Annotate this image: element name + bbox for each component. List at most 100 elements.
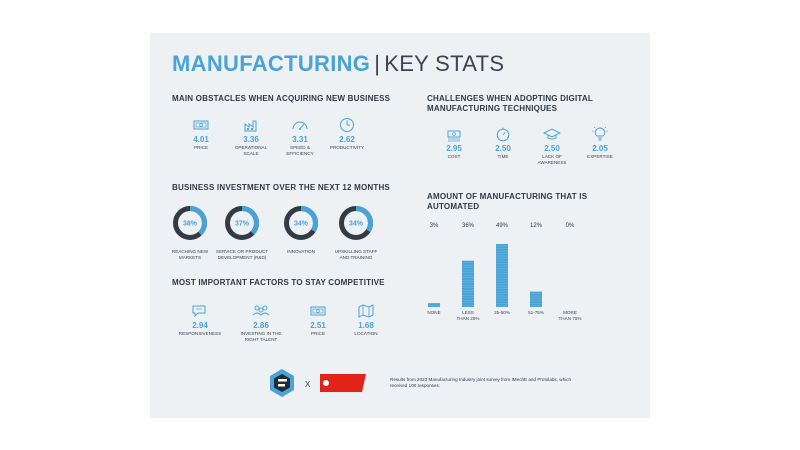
factor-label: PRICE	[310, 331, 326, 336]
obstacle-speed-efficiency: 3.31 SPEED & EFFICIENCY	[270, 117, 330, 157]
automation-bar-chart: 3% NONE 36% LESS THAN 25% 49% 25-50% 12% 51-75% 0…	[420, 219, 590, 327]
factor-value: 2.51	[310, 321, 326, 330]
donut-value: 37%	[235, 221, 250, 228]
donut-value: 34%	[349, 221, 364, 228]
people-icon	[252, 305, 270, 316]
bar-value-label: 3%	[430, 223, 439, 229]
challenge-lack-of-awareness: 2.50 LACK OF AWARENESS	[522, 126, 582, 166]
protolabs-logo	[270, 369, 294, 397]
donut-chart: 37%	[225, 206, 259, 240]
challenge-value: 2.05	[592, 144, 608, 153]
bar-category-label: LESS	[462, 310, 474, 315]
challenge-value: 2.95	[446, 144, 462, 153]
donut-chart: 34%	[284, 206, 318, 240]
obstacle-label: PRODUCTIVITY	[329, 145, 365, 150]
speedometer-icon	[292, 121, 308, 130]
obstacle-price: 4.01 PRICE	[171, 117, 231, 151]
investment-donut: 34% INNOVATION	[275, 205, 327, 255]
factor-right-talent: 2.86 INVESTING IN THE RIGHT TALENT	[231, 303, 291, 343]
imeche-logo	[320, 374, 366, 392]
graduation-cap-icon	[543, 128, 561, 140]
clock-icon	[340, 118, 354, 132]
challenge-time: 2.50 TIME	[473, 126, 533, 160]
factor-value: 1.68	[358, 321, 374, 330]
investment-donut: 38% REACHING NEW MARKETS	[164, 205, 216, 261]
bar-category-label: MORE	[563, 310, 577, 315]
challenges-heading: CHALLENGES WHEN ADOPTING DIGITAL MANUFAC…	[427, 94, 593, 113]
factor-label: INVESTING IN THE RIGHT TALENT	[240, 331, 282, 342]
donut-label: SERVICE OR PRODUCT DEVELOPMENT (R&D)	[215, 249, 269, 260]
infographic-panel: MANUFACTURING | KEY STATS MAIN OBSTACLES W…	[150, 33, 650, 418]
footer-logos: X	[268, 368, 378, 403]
donut-arc	[339, 206, 373, 240]
factor-responsiveness: 2.94 RESPONSIVENESS	[170, 303, 230, 337]
lightbulb-icon	[592, 126, 608, 141]
investment-donut: 34% UPSKILLING STAFF AND TRAINING	[330, 205, 382, 261]
donut-label: UPSKILLING STAFF AND TRAINING	[334, 249, 378, 260]
factor-label: LOCATION	[354, 331, 378, 336]
donut-value: 34%	[294, 221, 309, 228]
factor-value: 2.86	[253, 321, 269, 330]
bar	[496, 244, 508, 307]
logo-separator-x: X	[305, 380, 311, 389]
chat-icon	[192, 305, 206, 318]
obstacle-label: PRICE	[193, 145, 209, 150]
investment-donut: 37% SERVICE OR PRODUCT DEVELOPMENT (R&D)	[216, 205, 268, 261]
title-highlight: MANUFACTURING	[172, 51, 371, 76]
bar-value-label: 0%	[566, 223, 575, 229]
donut-label: INNOVATION	[287, 249, 315, 254]
obstacle-value: 3.31	[292, 135, 308, 144]
bar-value-label: 36%	[462, 223, 475, 229]
bar-category-label: NONE	[427, 310, 440, 315]
factory-icon	[244, 120, 257, 132]
title-separator: |	[374, 51, 381, 76]
bar	[462, 260, 474, 307]
donut-value: 38%	[183, 221, 198, 228]
obstacle-operational-scale: 3.36 OPERATIONAL SCALE	[221, 117, 281, 157]
obstacle-label: OPERATIONAL SCALE	[234, 145, 268, 156]
donut-chart: 38%	[173, 206, 207, 240]
challenge-expertise: 2.05 EXPERTISE	[570, 126, 630, 160]
factor-location: 1.68 LOCATION	[336, 303, 396, 337]
bar-category-label: 51-75%	[528, 310, 544, 315]
donut-arc	[225, 206, 259, 240]
donut-arc	[173, 206, 207, 240]
logos: X	[270, 369, 366, 397]
bar-value-label: 49%	[496, 223, 509, 229]
page-title: MANUFACTURING | KEY STATS	[172, 51, 504, 77]
obstacle-value: 2.62	[339, 135, 355, 144]
map-icon	[358, 304, 374, 318]
bar-category-label: 25-50%	[494, 310, 510, 315]
obstacle-productivity: 2.62 PRODUCTIVITY	[317, 117, 377, 151]
obstacles-heading: MAIN OBSTACLES WHEN ACQUIRING NEW BUSINE…	[172, 94, 391, 103]
chart-title: AMOUNT OF MANUFACTURING THAT IS AUTOMATE…	[427, 192, 588, 211]
bar-category-label: THAN 25%	[457, 316, 480, 321]
challenge-label: LACK OF AWARENESS	[537, 154, 567, 165]
challenge-label: COST	[447, 154, 461, 159]
title-rest: KEY STATS	[384, 51, 505, 76]
factors-heading: MOST IMPORTANT FACTORS TO STAY COMPETITI…	[172, 278, 385, 287]
money-icon	[310, 306, 326, 316]
stopwatch-icon	[496, 127, 510, 142]
bar	[530, 291, 542, 307]
money-stack-icon	[447, 130, 461, 142]
bar-category-label: THAN 75%	[559, 316, 582, 321]
investment-heading: BUSINESS INVESTMENT OVER THE NEXT 12 MON…	[172, 183, 390, 192]
factor-price: 2.51 PRICE	[288, 303, 348, 337]
donut-chart: 34%	[339, 206, 373, 240]
factor-value: 2.94	[192, 321, 208, 330]
obstacle-value: 4.01	[193, 135, 209, 144]
challenge-value: 2.50	[544, 144, 560, 153]
donut-label: REACHING NEW MARKETS	[171, 249, 209, 260]
money-icon	[193, 120, 209, 130]
challenge-label: EXPERTISE	[587, 154, 613, 159]
challenge-value: 2.50	[495, 144, 511, 153]
factor-label: RESPONSIVENESS	[178, 331, 222, 336]
bar-value-label: 12%	[530, 223, 543, 229]
donut-arc	[284, 206, 318, 240]
obstacle-label: SPEED & EFFICIENCY	[286, 145, 314, 156]
survey-footnote: Results from 2023 Manufacturing Industry…	[390, 377, 572, 388]
challenge-label: TIME	[497, 154, 509, 159]
obstacle-value: 3.36	[243, 135, 259, 144]
